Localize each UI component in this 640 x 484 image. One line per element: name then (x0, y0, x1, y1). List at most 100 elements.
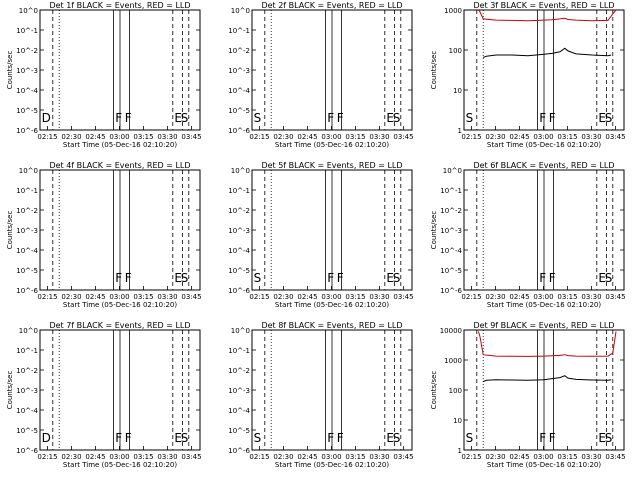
x-axis-label: Start Time (05-Dec-16 02:10:20) (63, 141, 177, 149)
y-tick-label: 10^0 (231, 7, 250, 15)
y-tick-label: 10^-3 (16, 67, 38, 75)
panel-det-4: Det 4f BLACK = Events, RED = LLD 10^0 10^-… (6, 161, 202, 309)
event-marker-label: F (549, 271, 556, 285)
y-tick-label: 10^-6 (228, 447, 250, 455)
y-tick-label: 10^-3 (16, 387, 38, 395)
x-tick-label: 03:30 (157, 133, 177, 141)
y-tick-label: 10^-4 (440, 247, 462, 255)
event-marker-label: D (42, 431, 51, 445)
event-marker-label: S (393, 111, 401, 125)
event-marker-label: E (598, 111, 606, 125)
y-tick-label: 10^-2 (440, 207, 462, 215)
y-tick-label: 10^-5 (228, 427, 250, 435)
panel-title: Det 7f BLACK = Events, RED = LLD (49, 321, 190, 330)
event-marker-label: F (125, 431, 132, 445)
x-tick-label: 03:00 (109, 133, 129, 141)
panel-det-8: Det 8f BLACK = Events, RED = LLD 10^0 10^-… (228, 321, 413, 469)
y-tick-label: 10^-6 (228, 127, 250, 135)
y-tick-label: 1 (458, 127, 462, 135)
x-tick-label: 03:15 (557, 293, 577, 301)
y-tick-label: 10^-6 (440, 287, 462, 295)
event-marker-label: F (549, 431, 556, 445)
x-tick-label: 02:15 (37, 453, 57, 461)
x-tick-label: 02:15 (461, 293, 481, 301)
panel-det-9: Det 9f BLACK = Events, RED = LLD 1 10 100 10… (430, 321, 626, 469)
x-tick-label: 02:15 (249, 453, 269, 461)
panel-title: Det 3f BLACK = Events, RED = LLD (473, 1, 614, 10)
x-tick-label: 03:30 (157, 453, 177, 461)
y-tick-label: 10^-1 (16, 347, 38, 355)
y-tick-label: 10^-2 (16, 47, 38, 55)
event-marker-label: F (125, 111, 132, 125)
x-tick-label: 02:15 (461, 133, 481, 141)
event-marker-label: S (254, 271, 262, 285)
y-axis-label: Counts/sec (6, 51, 14, 90)
y-tick-label: 10^0 (19, 327, 38, 335)
x-tick-label: 02:45 (297, 453, 317, 461)
x-tick-label: 03:15 (345, 453, 365, 461)
x-tick-label: 02:30 (61, 453, 81, 461)
x-axis-label: Start Time (05-Dec-16 02:10:20) (487, 301, 601, 309)
y-tick-label: 10^0 (19, 167, 38, 175)
x-tick-label: 02:45 (85, 293, 105, 301)
x-axis-label: Start Time (05-Dec-16 02:10:20) (275, 301, 389, 309)
y-tick-label: 10 (453, 87, 462, 95)
panel-det-3: Det 3f BLACK = Events, RED = LLD 1 10 100 10… (430, 1, 626, 149)
x-tick-label: 03:00 (533, 293, 553, 301)
event-marker-label: F (337, 431, 344, 445)
y-tick-label: 1000 (444, 7, 462, 15)
y-tick-label: 10^-4 (228, 87, 250, 95)
x-tick-label: 03:30 (369, 293, 389, 301)
event-marker-label: F (327, 271, 334, 285)
x-tick-label: 03:45 (393, 133, 413, 141)
panel-title: Det 1f BLACK = Events, RED = LLD (49, 1, 190, 10)
x-tick-label: 03:45 (181, 293, 201, 301)
y-tick-label: 10^-2 (16, 207, 38, 215)
x-tick-label: 02:30 (273, 293, 293, 301)
x-tick-label: 03:45 (605, 133, 625, 141)
y-tick-label: 10^-1 (228, 187, 250, 195)
y-tick-label: 100 (449, 47, 462, 55)
event-marker-label: F (549, 111, 556, 125)
y-tick-label: 1 (458, 447, 462, 455)
y-tick-label: 10^-6 (16, 447, 38, 455)
y-tick-label: 10 (453, 417, 462, 425)
y-tick-label: 10^0 (231, 327, 250, 335)
x-tick-label: 03:30 (581, 133, 601, 141)
x-tick-label: 02:45 (85, 133, 105, 141)
panel-det-2: Det 2f BLACK = Events, RED = LLD 10^0 10^-… (228, 1, 413, 149)
event-marker-label: S (393, 431, 401, 445)
y-tick-label: 10^-5 (440, 267, 462, 275)
y-tick-label: 10^-2 (228, 207, 250, 215)
x-axis-label: Start Time (05-Dec-16 02:10:20) (63, 461, 177, 469)
panel-title: Det 9f BLACK = Events, RED = LLD (473, 321, 614, 330)
y-tick-label: 10^-1 (440, 187, 462, 195)
x-tick-label: 02:15 (249, 293, 269, 301)
x-tick-label: 02:45 (509, 293, 529, 301)
x-tick-label: 02:45 (297, 133, 317, 141)
event-marker-label: F (115, 271, 122, 285)
x-tick-label: 03:45 (605, 293, 625, 301)
event-marker-label: F (115, 431, 122, 445)
series-lld-line (477, 331, 617, 357)
y-axis-label: Counts/sec (430, 371, 438, 410)
x-tick-label: 02:15 (461, 453, 481, 461)
x-axis-label: Start Time (05-Dec-16 02:10:20) (275, 141, 389, 149)
x-tick-label: 03:00 (321, 453, 341, 461)
x-tick-label: 03:45 (393, 453, 413, 461)
x-tick-label: 03:15 (557, 453, 577, 461)
series-lld-line (478, 9, 617, 22)
y-tick-label: 10^0 (19, 7, 38, 15)
y-tick-label: 10^-4 (228, 247, 250, 255)
x-tick-label: 03:45 (393, 293, 413, 301)
x-tick-label: 02:30 (61, 133, 81, 141)
y-tick-label: 10^-5 (228, 267, 250, 275)
panel-title: Det 6f BLACK = Events, RED = LLD (473, 161, 614, 170)
y-axis-label: Counts/sec (6, 371, 14, 410)
x-tick-label: 03:15 (345, 133, 365, 141)
y-tick-label: 10^-3 (228, 227, 250, 235)
event-marker-label: S (181, 271, 189, 285)
event-marker-label: E (174, 271, 182, 285)
